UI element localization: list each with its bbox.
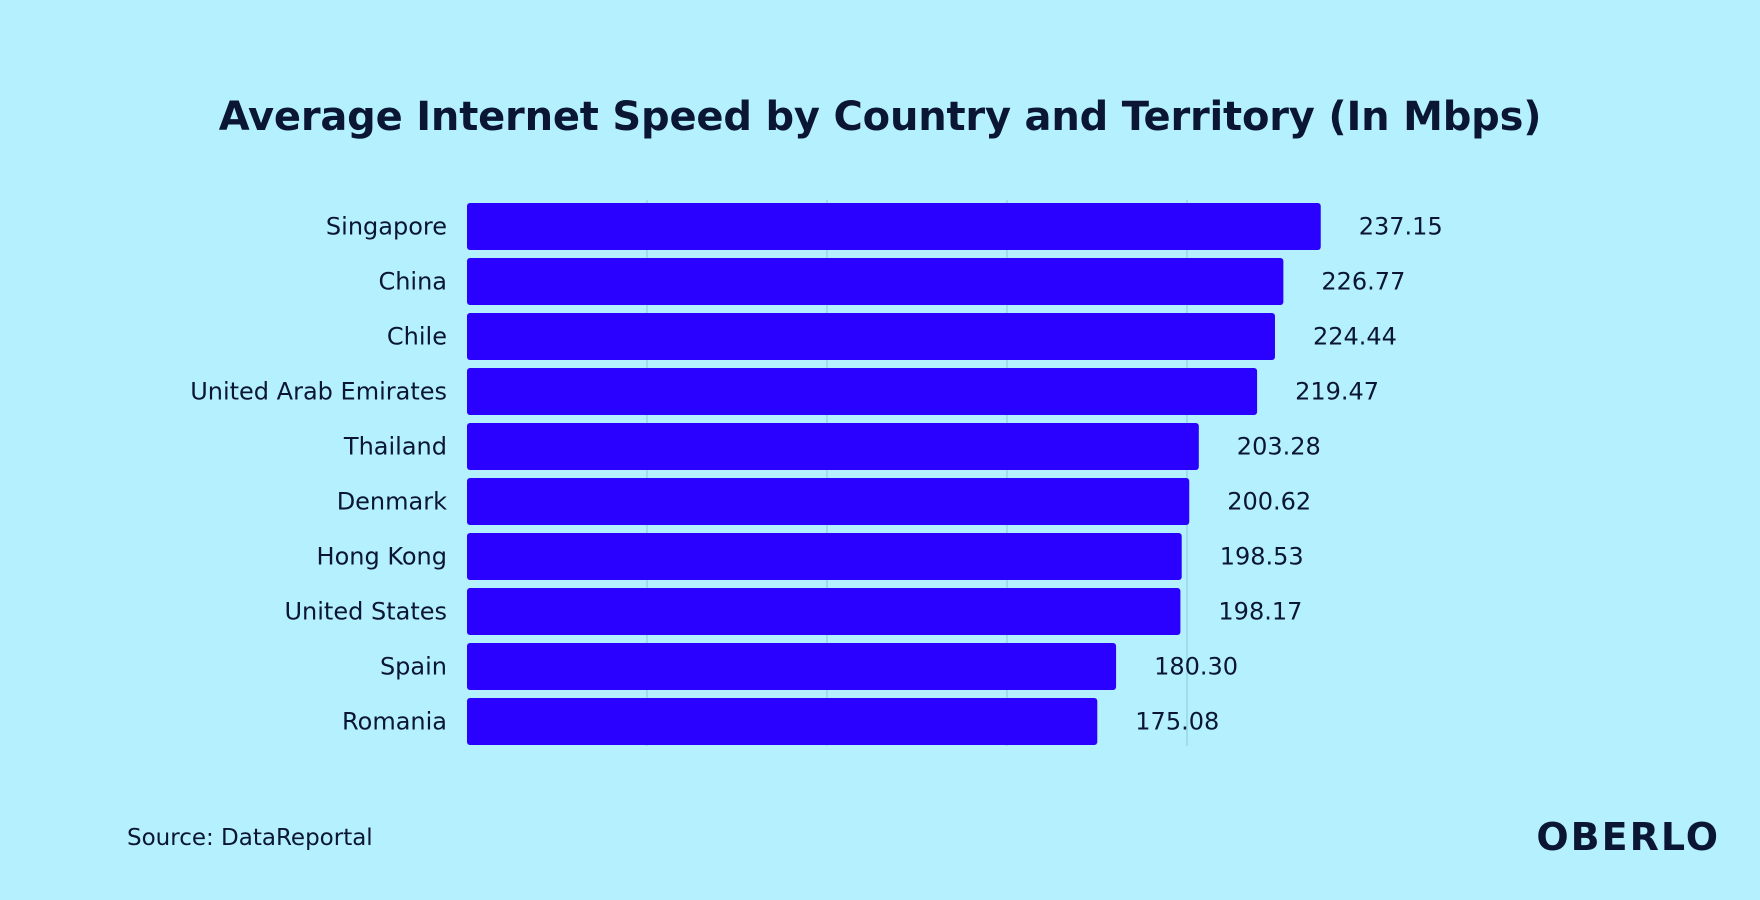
value-label-4: 203.28 — [1237, 433, 1321, 461]
bars — [467, 203, 1321, 745]
category-label-2: Chile — [387, 323, 447, 351]
category-label-4: Thailand — [343, 433, 447, 461]
bar-5 — [467, 478, 1190, 525]
bar-3 — [467, 368, 1258, 415]
bar-6 — [467, 533, 1182, 580]
category-label-5: Denmark — [337, 488, 447, 516]
oberlo-logo: OBERLO — [1536, 815, 1720, 859]
category-label-8: Spain — [380, 653, 447, 681]
category-label-7: United States — [284, 598, 447, 626]
value-label-1: 226.77 — [1321, 268, 1405, 296]
value-label-9: 175.08 — [1135, 708, 1219, 736]
value-label-0: 237.15 — [1359, 213, 1443, 241]
bar-1 — [467, 258, 1284, 305]
bar-2 — [467, 313, 1275, 360]
bar-0 — [467, 203, 1321, 250]
value-label-6: 198.53 — [1220, 543, 1304, 571]
bar-9 — [467, 698, 1098, 745]
chart-title: Average Internet Speed by Country and Te… — [219, 94, 1542, 140]
value-label-2: 224.44 — [1313, 323, 1397, 351]
value-label-5: 200.62 — [1227, 488, 1311, 516]
value-labels: 237.15 226.77 224.44 219.47 203.28 200.62 198.… — [1135, 213, 1442, 736]
source-note: Source: DataReportal — [127, 825, 373, 851]
category-labels: Singapore China Chile United Arab Emirates T… — [190, 213, 447, 736]
bar-8 — [467, 643, 1117, 690]
category-label-6: Hong Kong — [317, 543, 447, 571]
category-label-3: United Arab Emirates — [190, 378, 447, 406]
value-label-7: 198.17 — [1218, 598, 1302, 626]
category-label-9: Romania — [342, 708, 447, 736]
bar-7 — [467, 588, 1181, 635]
bar-4 — [467, 423, 1199, 470]
category-label-0: Singapore — [326, 213, 447, 241]
value-label-3: 219.47 — [1295, 378, 1379, 406]
category-label-1: China — [378, 268, 447, 296]
value-label-8: 180.30 — [1154, 653, 1238, 681]
